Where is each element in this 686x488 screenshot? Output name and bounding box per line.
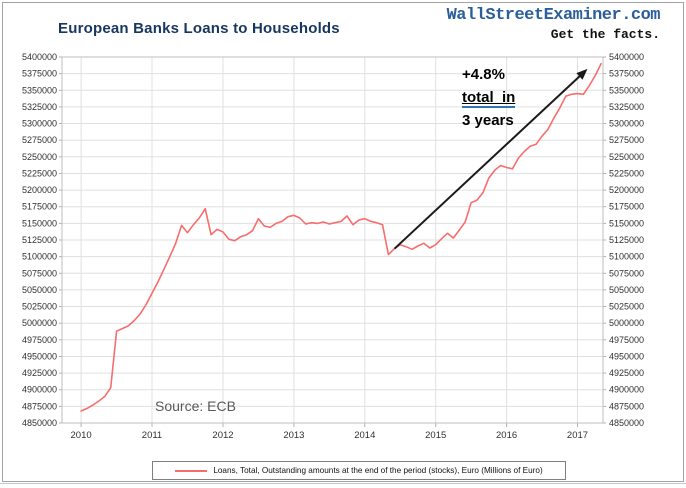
svg-text:5225000: 5225000 <box>609 169 644 179</box>
series-line <box>80 62 602 412</box>
svg-text:2014: 2014 <box>354 430 375 441</box>
svg-text:2017: 2017 <box>567 430 588 441</box>
svg-text:5200000: 5200000 <box>609 185 644 195</box>
svg-text:5125000: 5125000 <box>22 235 57 245</box>
svg-text:5275000: 5275000 <box>22 135 57 145</box>
annotation-line-2: total in <box>462 89 516 108</box>
annotation-line-1: +4.8% <box>462 66 505 83</box>
svg-text:5100000: 5100000 <box>609 252 644 262</box>
chart-axes: 4850000 4850000 4875000 4875000 4900000 49000… <box>22 52 644 441</box>
svg-text:5025000: 5025000 <box>609 302 644 312</box>
svg-text:4925000: 4925000 <box>609 368 644 378</box>
brand-tagline: Get the facts. <box>550 27 660 42</box>
svg-text:4975000: 4975000 <box>609 335 644 345</box>
svg-text:5250000: 5250000 <box>22 152 57 162</box>
svg-text:5075000: 5075000 <box>22 268 57 278</box>
brand-link[interactable]: WallStreetExaminer.com <box>446 6 661 25</box>
svg-text:5300000: 5300000 <box>22 119 57 129</box>
svg-text:4900000: 4900000 <box>609 385 644 395</box>
svg-text:5250000: 5250000 <box>609 152 644 162</box>
svg-text:2016: 2016 <box>496 430 517 441</box>
trend-arrow <box>393 68 588 250</box>
svg-text:4975000: 4975000 <box>22 335 57 345</box>
svg-text:5050000: 5050000 <box>22 285 57 295</box>
bottom-divider <box>0 483 686 484</box>
svg-text:5300000: 5300000 <box>609 119 644 129</box>
svg-text:5400000: 5400000 <box>609 52 644 62</box>
svg-text:5375000: 5375000 <box>22 69 57 79</box>
chart-title: European Banks Loans to Households <box>58 20 340 37</box>
svg-text:5000000: 5000000 <box>609 318 644 328</box>
svg-text:5000000: 5000000 <box>22 318 57 328</box>
svg-text:5375000: 5375000 <box>609 69 644 79</box>
svg-text:2013: 2013 <box>283 430 304 441</box>
svg-text:5175000: 5175000 <box>609 202 644 212</box>
svg-text:4850000: 4850000 <box>22 418 57 428</box>
svg-text:5150000: 5150000 <box>609 218 644 228</box>
svg-text:4950000: 4950000 <box>22 352 57 362</box>
svg-text:2011: 2011 <box>142 430 162 441</box>
growth-annotation: +4.8% total in 3 years <box>462 63 516 132</box>
svg-text:4950000: 4950000 <box>609 352 644 362</box>
svg-text:5200000: 5200000 <box>22 185 57 195</box>
chart-grid <box>62 56 603 424</box>
svg-text:5275000: 5275000 <box>609 135 644 145</box>
svg-text:4875000: 4875000 <box>609 401 644 411</box>
svg-text:4925000: 4925000 <box>22 368 57 378</box>
svg-text:5325000: 5325000 <box>22 102 57 112</box>
svg-text:2010: 2010 <box>71 430 92 441</box>
svg-text:5350000: 5350000 <box>609 85 644 95</box>
svg-text:5100000: 5100000 <box>22 252 57 262</box>
loans-line-chart: 4850000 4850000 4875000 4875000 4900000 49000… <box>22 52 644 441</box>
svg-text:5225000: 5225000 <box>22 169 57 179</box>
svg-text:5050000: 5050000 <box>609 285 644 295</box>
svg-text:5125000: 5125000 <box>609 235 644 245</box>
source-label: Source: ECB <box>155 398 236 414</box>
svg-text:5350000: 5350000 <box>22 85 57 95</box>
svg-text:4900000: 4900000 <box>22 385 57 395</box>
annotation-line-3: 3 years <box>462 112 514 129</box>
legend-line-sample <box>175 469 208 472</box>
legend-label: Loans, Total, Outstanding amounts at the… <box>213 466 543 475</box>
svg-text:4875000: 4875000 <box>22 401 57 411</box>
svg-text:5325000: 5325000 <box>609 102 644 112</box>
legend: Loans, Total, Outstanding amounts at the… <box>152 461 566 480</box>
svg-text:5025000: 5025000 <box>22 302 57 312</box>
svg-text:5150000: 5150000 <box>22 218 57 228</box>
svg-text:2015: 2015 <box>425 430 446 441</box>
svg-text:5400000: 5400000 <box>22 52 57 62</box>
svg-text:2012: 2012 <box>212 430 233 441</box>
svg-text:5075000: 5075000 <box>609 268 644 278</box>
svg-text:5175000: 5175000 <box>22 202 57 212</box>
svg-text:4850000: 4850000 <box>609 418 644 428</box>
